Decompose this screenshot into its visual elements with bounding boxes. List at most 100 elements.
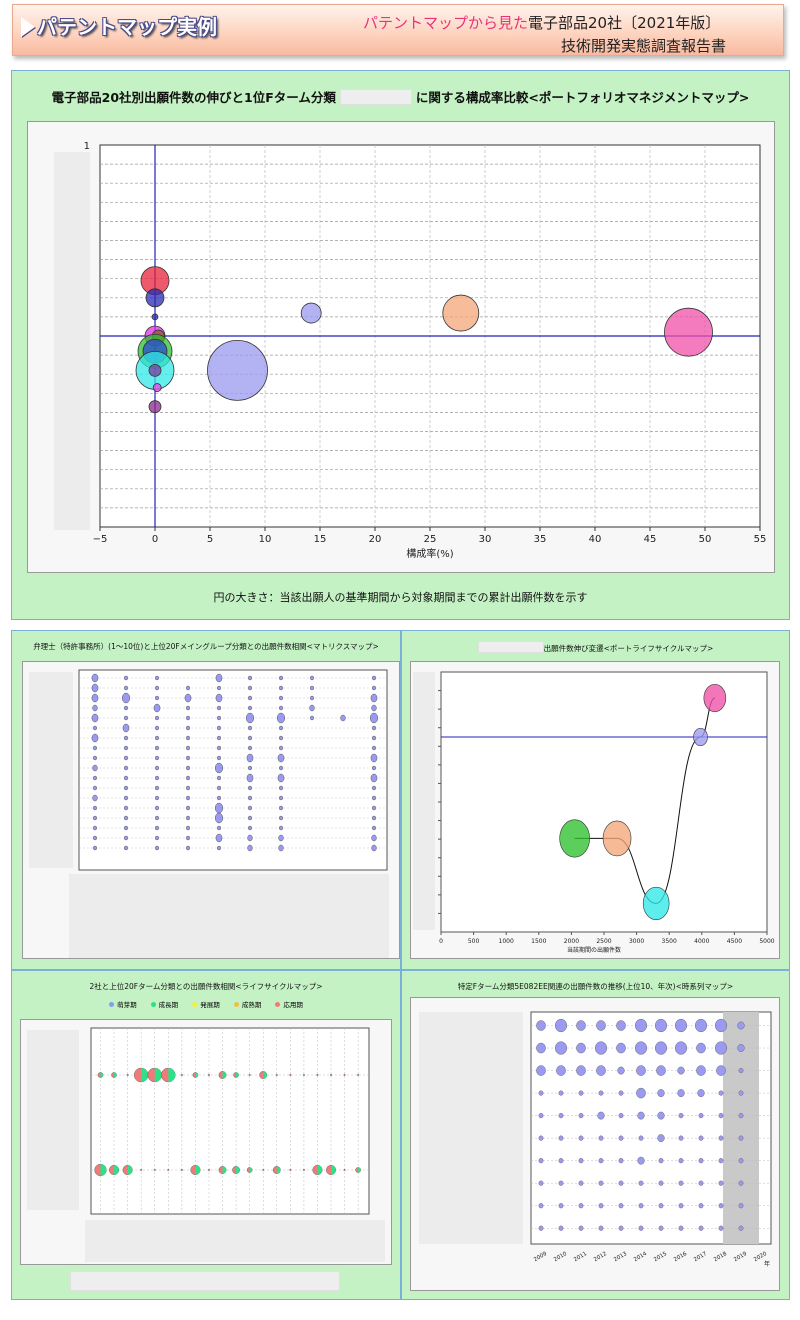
matrix-bubble <box>309 704 315 712</box>
matrix-bubble <box>279 825 283 831</box>
matrix-bubble <box>155 725 159 731</box>
matrix-bubble <box>371 844 377 852</box>
matrix-bubble <box>186 835 190 841</box>
matrix-bubble <box>124 775 128 781</box>
timeseries-bubble <box>697 1089 705 1097</box>
lifecycle2-bubble <box>357 1074 360 1077</box>
matrix-bubble <box>372 745 376 751</box>
matrix-bubble <box>248 815 252 821</box>
timeseries-bubble <box>598 1135 604 1141</box>
lifecycle2-bubble <box>140 1168 143 1171</box>
matrix-chart-area <box>22 661 400 959</box>
timeseries-bubble <box>618 1180 624 1186</box>
timeseries-bubble <box>618 1203 624 1209</box>
x-tick-label: 3500 <box>662 938 677 945</box>
matrix-panel: 弁理士（特許事務所）(1～10位)と上位20Fメイングループ分類との出願件数相関… <box>11 630 401 970</box>
matrix-bubble <box>155 815 159 821</box>
matrix-bubble <box>124 835 128 841</box>
matrix-bubble <box>279 725 283 731</box>
matrix-bubble <box>155 735 159 741</box>
legend-item: 発展期 <box>192 1001 220 1009</box>
x-tick-label: 1000 <box>499 938 514 945</box>
matrix-bubble <box>186 685 190 691</box>
timeseries-bubble <box>596 1065 606 1076</box>
x-tick-label: 4000 <box>694 938 709 945</box>
timeseries-bubble <box>738 1158 744 1164</box>
timeseries-bubble <box>538 1113 544 1119</box>
timeseries-bubble <box>698 1180 704 1186</box>
matrix-bubble <box>91 683 99 693</box>
matrix-bubble <box>186 795 190 801</box>
timeseries-bubble <box>718 1135 724 1141</box>
matrix-bubble <box>124 825 128 831</box>
matrix-frame <box>78 669 388 871</box>
timeseries-bubble <box>558 1158 564 1164</box>
x-tick-label: 30 <box>479 534 492 545</box>
legend-dot-icon <box>150 1002 156 1007</box>
matrix-bubble <box>121 692 131 704</box>
matrix-bubble <box>93 745 97 751</box>
timeseries-bubble <box>638 1203 644 1209</box>
matrix-bubble <box>93 785 97 791</box>
timeseries-bubble <box>538 1158 544 1164</box>
matrix-bubble <box>93 845 97 851</box>
matrix-bubble <box>155 675 159 681</box>
matrix-bubble <box>155 775 159 781</box>
matrix-bubble <box>217 705 221 711</box>
masked-y-labels <box>413 672 435 930</box>
timeseries-bubble <box>678 1203 684 1209</box>
x-tick-label: 55 <box>754 534 767 545</box>
matrix-bubble <box>215 673 223 683</box>
x-tick-label: 15 <box>314 534 327 545</box>
matrix-bubble <box>248 785 252 791</box>
matrix-bubble <box>372 785 376 791</box>
timeseries-bubble <box>738 1068 744 1074</box>
matrix-bubble <box>215 833 223 843</box>
timeseries-bubble <box>558 1180 564 1186</box>
timeseries-bubble <box>636 1087 646 1099</box>
timeseries-bubble <box>737 1044 745 1052</box>
timeseries-bubble <box>718 1180 724 1186</box>
x-tick-label: 45 <box>644 534 657 545</box>
matrix-bubble <box>369 712 379 724</box>
timeseries-bubble <box>638 1180 644 1186</box>
timeseries-bubble <box>718 1158 724 1164</box>
timeseries-bubble <box>538 1090 544 1096</box>
timeseries-bubble <box>594 1041 607 1055</box>
timeseries-bubble <box>618 1090 624 1096</box>
matrix-bubble <box>372 735 376 741</box>
matrix-bubble <box>217 755 221 761</box>
x-tick-label: 2017 <box>693 1251 709 1263</box>
lifecycle2-bubble <box>289 1168 292 1171</box>
x-tick-label: 4500 <box>727 938 742 945</box>
masked-y-labels <box>54 152 90 530</box>
matrix-bubble <box>155 715 159 721</box>
lifecycle2-bubble-half <box>195 1072 199 1078</box>
matrix-bubble <box>217 775 221 781</box>
matrix-bubble <box>246 773 254 783</box>
matrix-bubble <box>217 825 221 831</box>
legend-dot-icon <box>233 1002 239 1007</box>
matrix-bubble <box>370 773 378 783</box>
matrix-bubble <box>155 825 159 831</box>
matrix-bubble <box>279 675 283 681</box>
timeseries-bubble <box>597 1111 605 1120</box>
lifecycle2-bubble-half <box>236 1072 239 1078</box>
matrix-bubble <box>93 825 97 831</box>
timeseries-bubble <box>538 1203 544 1209</box>
matrix-bubble <box>124 755 128 761</box>
matrix-bubble <box>372 795 376 801</box>
x-tick-label: 1500 <box>531 938 546 945</box>
timeseries-bubble <box>578 1135 584 1141</box>
matrix-bubble <box>92 794 98 802</box>
timeseries-bubble <box>556 1065 566 1076</box>
x-tick-label: 5 <box>207 534 213 545</box>
matrix-bubble <box>245 712 255 724</box>
x-tick-label: 2000 <box>564 938 579 945</box>
lifecycle2-bubble-half <box>222 1071 227 1079</box>
lifecycle2-bubble-half <box>127 1165 133 1175</box>
lifecycle-bubble <box>559 819 590 858</box>
matrix-bubble <box>91 693 99 703</box>
matrix-bubble <box>124 785 128 791</box>
